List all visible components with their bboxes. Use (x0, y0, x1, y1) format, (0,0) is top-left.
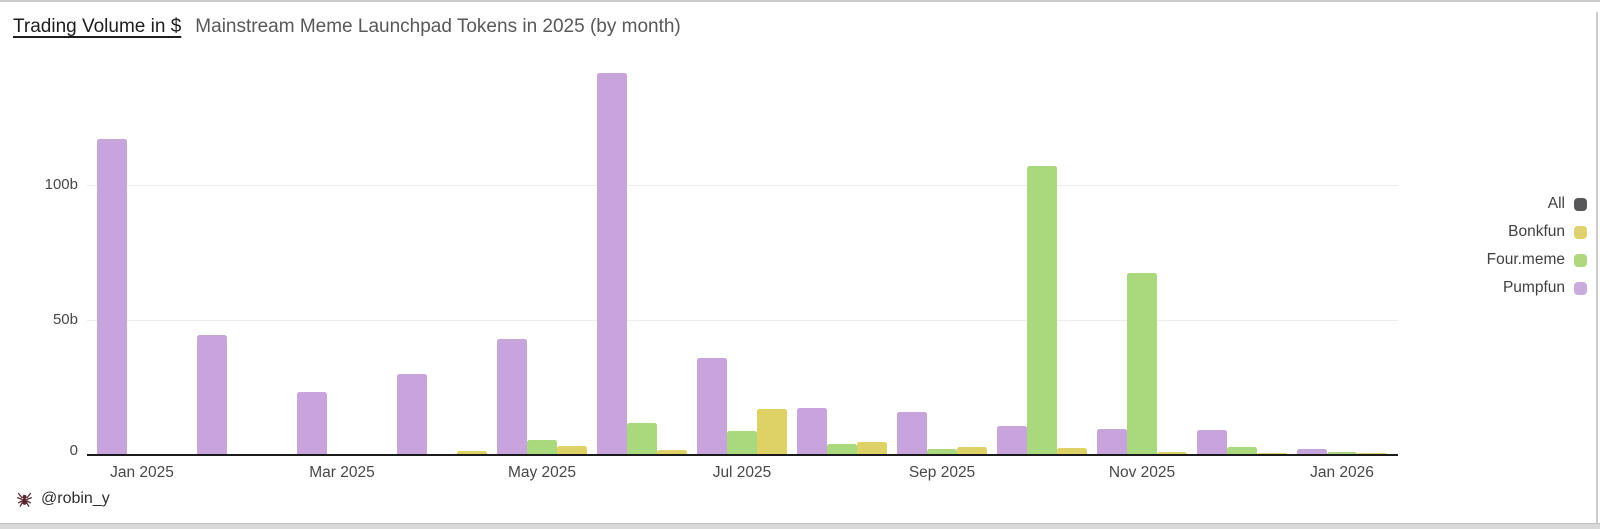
bar-bonkfun-apr-2025[interactable] (457, 451, 487, 455)
bar-pumpfun-feb-2025[interactable] (197, 335, 227, 455)
chart-legend: All Bonkfun Four.meme Pumpfun (1487, 190, 1587, 302)
bar-four-meme-dec-2025[interactable] (1227, 447, 1257, 455)
bar-pumpfun-dec-2025[interactable] (1197, 430, 1227, 455)
bar-pumpfun-mar-2025[interactable] (297, 392, 327, 455)
bar-bonkfun-oct-2025[interactable] (1057, 448, 1087, 455)
bar-pumpfun-nov-2025[interactable] (1097, 429, 1127, 455)
bar-pumpfun-jan-2026[interactable] (1297, 449, 1327, 455)
legend-item-label: All (1547, 195, 1565, 212)
bar-four-meme-nov-2025[interactable] (1127, 273, 1157, 455)
attribution-handle[interactable]: @robin_y (41, 490, 110, 507)
legend-item-label: Pumpfun (1502, 279, 1565, 296)
x-axis-tick-label: Sep 2025 (908, 464, 976, 481)
window-right-border (1596, 12, 1598, 523)
x-axis-tick-label: Jul 2025 (712, 464, 772, 481)
bar-bonkfun-may-2025[interactable] (557, 446, 587, 455)
x-axis-tick-label: Jan 2025 (110, 464, 174, 481)
bar-pumpfun-jun-2025[interactable] (597, 73, 627, 455)
y-gridline (87, 320, 1398, 321)
bar-four-meme-may-2025[interactable] (527, 440, 557, 455)
legend-color-swatch (1574, 253, 1587, 267)
x-axis-baseline (87, 454, 1398, 456)
legend-color-swatch (1574, 197, 1587, 211)
bar-bonkfun-sep-2025[interactable] (957, 447, 987, 455)
x-axis-tick-label: Jan 2026 (1310, 464, 1374, 481)
legend-item-pumpfun[interactable]: Pumpfun (1487, 274, 1587, 302)
legend-color-swatch (1574, 281, 1587, 295)
bar-pumpfun-jan-2025[interactable] (97, 139, 127, 455)
legend-item-four-meme[interactable]: Four.meme (1487, 246, 1587, 274)
legend-item-label: Four.meme (1486, 251, 1565, 268)
y-axis-tick-label: 50b (52, 311, 78, 328)
bar-pumpfun-jul-2025[interactable] (697, 358, 727, 455)
bar-four-meme-sep-2025[interactable] (927, 449, 957, 455)
chart-title-link[interactable]: Trading Volume in $ (13, 16, 182, 37)
bar-four-meme-oct-2025[interactable] (1027, 166, 1057, 455)
spider-icon (16, 490, 33, 508)
legend-item-bonkfun[interactable]: Bonkfun (1487, 218, 1587, 246)
chart-header: Trading Volume in $ Mainstream Meme Laun… (13, 16, 681, 38)
y-gridline (87, 185, 1398, 186)
legend-item-all[interactable]: All (1487, 190, 1587, 218)
bar-bonkfun-jul-2025[interactable] (757, 409, 787, 455)
bar-four-meme-aug-2025[interactable] (827, 444, 857, 455)
legend-item-label: Bonkfun (1508, 223, 1565, 240)
bar-four-meme-jan-2026[interactable] (1327, 452, 1357, 455)
y-axis-tick-label: 0 (69, 442, 78, 459)
bar-bonkfun-nov-2025[interactable] (1157, 452, 1187, 455)
bar-pumpfun-sep-2025[interactable] (897, 412, 927, 455)
attribution: @robin_y (16, 490, 110, 508)
bar-four-meme-jul-2025[interactable] (727, 431, 757, 455)
x-axis-tick-label: Nov 2025 (1108, 464, 1176, 481)
x-axis-tick-label: May 2025 (507, 464, 577, 481)
x-axis-tick-label: Mar 2025 (309, 464, 375, 481)
bar-pumpfun-aug-2025[interactable] (797, 408, 827, 455)
window-bottom-edge (0, 523, 1600, 529)
legend-color-swatch (1574, 225, 1587, 239)
bar-bonkfun-jun-2025[interactable] (657, 450, 687, 455)
y-axis-tick-label: 100b (44, 176, 78, 193)
bar-pumpfun-apr-2025[interactable] (397, 374, 427, 455)
chart-subtitle: Mainstream Meme Launchpad Tokens in 2025… (195, 16, 681, 37)
bar-bonkfun-aug-2025[interactable] (857, 442, 887, 455)
window-top-border (0, 0, 1600, 2)
bar-pumpfun-may-2025[interactable] (497, 339, 527, 455)
bar-four-meme-jun-2025[interactable] (627, 423, 657, 455)
bar-pumpfun-oct-2025[interactable] (997, 426, 1027, 455)
